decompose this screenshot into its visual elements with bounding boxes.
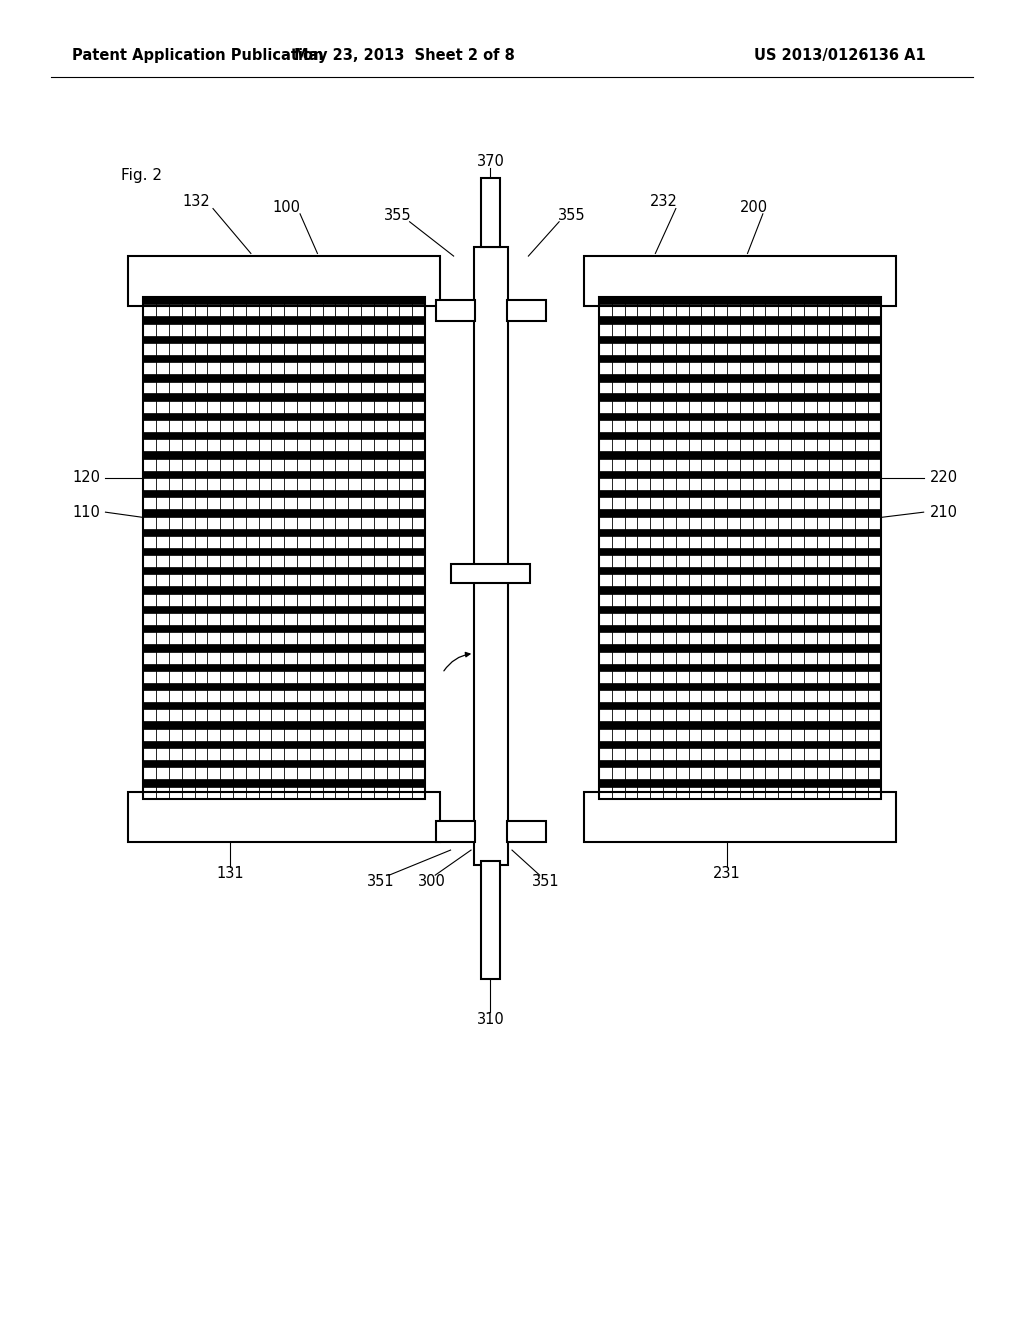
Bar <box>599 355 881 362</box>
Bar <box>143 335 425 343</box>
Text: 351: 351 <box>368 874 394 890</box>
Text: Patent Application Publication: Patent Application Publication <box>72 48 324 63</box>
Bar <box>584 792 896 842</box>
Bar <box>143 779 425 787</box>
Text: US 2013/0126136 A1: US 2013/0126136 A1 <box>754 48 926 63</box>
Bar <box>599 548 881 556</box>
Bar <box>143 644 425 652</box>
Bar <box>143 510 425 516</box>
Bar <box>143 490 425 498</box>
Bar <box>143 606 425 612</box>
Bar <box>143 451 425 458</box>
Text: 300: 300 <box>418 874 446 890</box>
Bar <box>481 861 500 979</box>
Bar <box>143 568 425 574</box>
Bar <box>474 247 508 865</box>
Text: May 23, 2013  Sheet 2 of 8: May 23, 2013 Sheet 2 of 8 <box>294 48 515 63</box>
Bar <box>436 821 475 842</box>
Bar <box>143 413 425 420</box>
Bar <box>599 374 881 381</box>
Bar <box>507 300 546 321</box>
Bar <box>599 451 881 458</box>
Bar <box>599 682 881 690</box>
Bar <box>599 702 881 709</box>
Text: 370: 370 <box>476 153 505 169</box>
Bar <box>143 702 425 709</box>
Text: 110: 110 <box>73 504 100 520</box>
Bar <box>507 821 546 842</box>
Bar <box>436 300 475 321</box>
Bar <box>599 490 881 498</box>
Bar <box>599 664 881 671</box>
Bar <box>143 393 425 401</box>
Bar <box>599 779 881 787</box>
Bar <box>481 178 500 247</box>
Text: 220: 220 <box>930 470 957 486</box>
Bar <box>599 413 881 420</box>
Bar <box>599 722 881 729</box>
Bar <box>599 568 881 574</box>
Bar <box>143 741 425 748</box>
Bar <box>451 564 530 583</box>
Bar <box>143 432 425 440</box>
Text: 351: 351 <box>532 874 559 890</box>
Text: 232: 232 <box>649 194 678 210</box>
Bar <box>599 586 881 594</box>
Bar <box>599 624 881 632</box>
Bar <box>143 355 425 362</box>
Text: 132: 132 <box>182 194 211 210</box>
Bar <box>143 586 425 594</box>
Bar <box>599 317 881 323</box>
Bar <box>599 471 881 478</box>
Bar <box>599 335 881 343</box>
Bar <box>599 297 881 305</box>
Bar <box>143 722 425 729</box>
Bar <box>599 432 881 440</box>
Bar <box>143 548 425 556</box>
Bar <box>584 256 896 306</box>
Bar <box>599 297 881 799</box>
Bar <box>599 393 881 401</box>
Bar <box>143 664 425 671</box>
Bar <box>128 256 440 306</box>
Text: 120: 120 <box>73 470 100 486</box>
Text: Fig. 2: Fig. 2 <box>121 168 162 183</box>
Bar <box>143 682 425 690</box>
Bar <box>143 297 425 305</box>
Bar <box>599 510 881 516</box>
Bar <box>143 297 425 799</box>
Text: 210: 210 <box>930 504 957 520</box>
Text: 231: 231 <box>713 866 741 882</box>
Bar <box>599 741 881 748</box>
Text: 131: 131 <box>217 866 244 882</box>
Bar <box>143 374 425 381</box>
Bar <box>599 528 881 536</box>
Text: 310: 310 <box>476 1011 505 1027</box>
Bar <box>128 792 440 842</box>
Bar <box>143 760 425 767</box>
Bar <box>143 317 425 323</box>
Text: 355: 355 <box>384 207 411 223</box>
Bar <box>143 528 425 536</box>
Text: 100: 100 <box>272 199 301 215</box>
Text: 355: 355 <box>558 207 585 223</box>
Text: 200: 200 <box>739 199 768 215</box>
Bar <box>599 644 881 652</box>
Bar <box>599 760 881 767</box>
Bar <box>143 624 425 632</box>
Bar <box>599 606 881 612</box>
Bar <box>143 471 425 478</box>
